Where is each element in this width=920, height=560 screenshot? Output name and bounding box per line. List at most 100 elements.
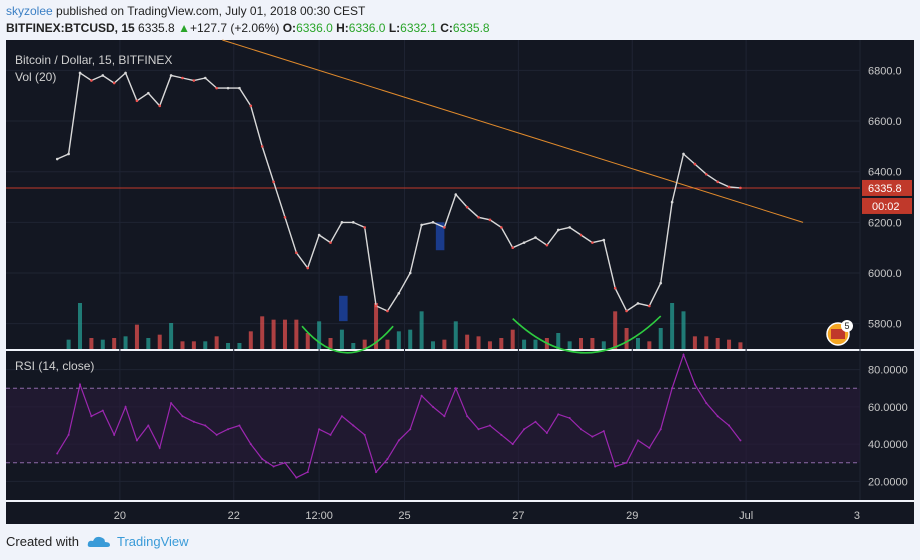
price-point — [181, 76, 184, 80]
tradingview-link[interactable]: TradingView — [116, 534, 189, 549]
volume-bar — [681, 311, 686, 349]
volume-bar — [556, 333, 561, 349]
price-point — [340, 221, 344, 224]
time-tick-label: 25 — [398, 510, 410, 522]
time-tick-label: 22 — [228, 510, 240, 522]
price-point — [317, 233, 321, 237]
time-tick-label: 3 — [854, 510, 860, 522]
rsi-point — [215, 433, 218, 436]
volume-bar — [533, 339, 538, 349]
rsi-point — [420, 394, 423, 397]
volume-bar — [260, 316, 265, 349]
price-point — [226, 86, 230, 90]
price-point — [443, 226, 446, 229]
rsi-point — [534, 420, 537, 423]
rsi-point — [340, 415, 343, 418]
rsi-point — [90, 415, 93, 418]
price-point — [420, 223, 423, 227]
price-point — [112, 81, 116, 85]
volume-bar — [157, 334, 162, 349]
price-point — [408, 271, 412, 275]
time-tick-label: 20 — [114, 510, 126, 522]
price-point — [625, 309, 628, 313]
price-point — [670, 200, 674, 204]
rsi-point — [500, 433, 503, 436]
symbol-label: BITFINEX:BTCUSD, 15 — [6, 21, 135, 35]
rsi-point — [249, 443, 252, 446]
up-arrow-icon: ▲ — [178, 21, 190, 35]
last-price: 6335.8 — [138, 21, 175, 35]
price-point — [545, 243, 549, 247]
price-tick-label: 5800.0 — [868, 319, 902, 331]
price-point — [613, 286, 617, 290]
volume-bar — [362, 339, 367, 349]
rsi-axis — [860, 351, 914, 500]
volume-bar — [146, 338, 151, 349]
price-point — [534, 236, 537, 239]
price-point — [272, 180, 275, 184]
rsi-point — [602, 430, 605, 433]
volume-bar — [442, 339, 447, 349]
volume-bar — [635, 338, 640, 349]
high-label: H: — [336, 21, 349, 35]
time-tick-label: 29 — [626, 510, 638, 522]
rsi-title: RSI (14, close) — [15, 359, 94, 373]
chart-canvas[interactable]: 6800.0 6600.0 6400.0 6200.0 6000.0 5800.0 80.0… — [0, 0, 920, 530]
volume-bar — [203, 341, 208, 349]
rsi-point — [614, 465, 617, 468]
volume-bar — [647, 341, 652, 349]
rsi-point — [318, 428, 321, 431]
volume-bar — [704, 336, 709, 349]
price-point — [295, 251, 298, 255]
rsi-point — [170, 402, 173, 405]
rsi-point — [397, 439, 400, 442]
tradingview-cloud-icon — [87, 536, 110, 547]
rsi-point — [295, 476, 298, 479]
volume-label: Vol (20) — [15, 70, 56, 84]
price-point — [192, 79, 196, 82]
price-point — [431, 221, 435, 224]
rsi-point — [79, 383, 82, 386]
volume-bar — [294, 319, 299, 349]
price-point — [648, 304, 651, 308]
price-tick-label: 6800.0 — [868, 65, 902, 77]
rsi-point — [386, 458, 389, 461]
price-tick-label: 6000.0 — [868, 268, 902, 280]
price-tick-label: 6600.0 — [868, 116, 902, 128]
created-with-text: Created with — [6, 534, 79, 549]
volume-bar — [579, 338, 584, 349]
price-pane — [6, 40, 860, 349]
rsi-point — [648, 446, 651, 449]
rsi-point — [443, 415, 446, 418]
volume-bar — [78, 303, 83, 349]
price-point — [522, 241, 526, 244]
volume-bar — [476, 336, 481, 349]
volume-bar — [499, 338, 504, 349]
volume-bar — [123, 336, 128, 349]
price-tick-label: 6400.0 — [868, 167, 902, 179]
published-text: published on TradingView.com, July 01, 2… — [56, 4, 366, 18]
countdown-tag — [862, 197, 912, 214]
price-point — [306, 266, 310, 270]
price-point — [693, 162, 697, 166]
open-value: 6336.0 — [296, 21, 333, 35]
rsi-point — [147, 424, 150, 427]
price-point — [215, 86, 218, 90]
volume-bar — [510, 329, 515, 349]
rsi-point — [716, 415, 719, 418]
chart-title: Bitcoin / Dollar, 15, BITFINEX — [15, 53, 172, 67]
price-point — [78, 71, 82, 75]
price-point — [67, 152, 70, 156]
volume-bar — [339, 329, 344, 349]
volume-bar — [180, 341, 185, 349]
rounded-bottom-arc — [301, 325, 394, 354]
rsi-band — [6, 388, 860, 463]
price-point — [374, 304, 378, 308]
volume-bar — [214, 336, 219, 349]
rsi-point — [432, 405, 434, 408]
rsi-point — [682, 353, 685, 356]
time-axis — [6, 502, 914, 524]
author-link[interactable]: skyzolee — [6, 4, 53, 18]
volume-bar — [590, 338, 595, 349]
last-price-tag — [862, 179, 912, 196]
